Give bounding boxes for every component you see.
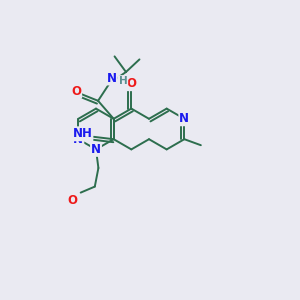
Text: H: H bbox=[118, 76, 127, 86]
Text: NH: NH bbox=[73, 127, 92, 140]
Text: N: N bbox=[107, 71, 117, 85]
Text: O: O bbox=[126, 77, 136, 90]
Text: O: O bbox=[71, 85, 81, 98]
Text: N: N bbox=[179, 112, 189, 125]
Text: O: O bbox=[68, 194, 78, 207]
Text: N: N bbox=[73, 133, 83, 146]
Text: N: N bbox=[91, 143, 101, 156]
